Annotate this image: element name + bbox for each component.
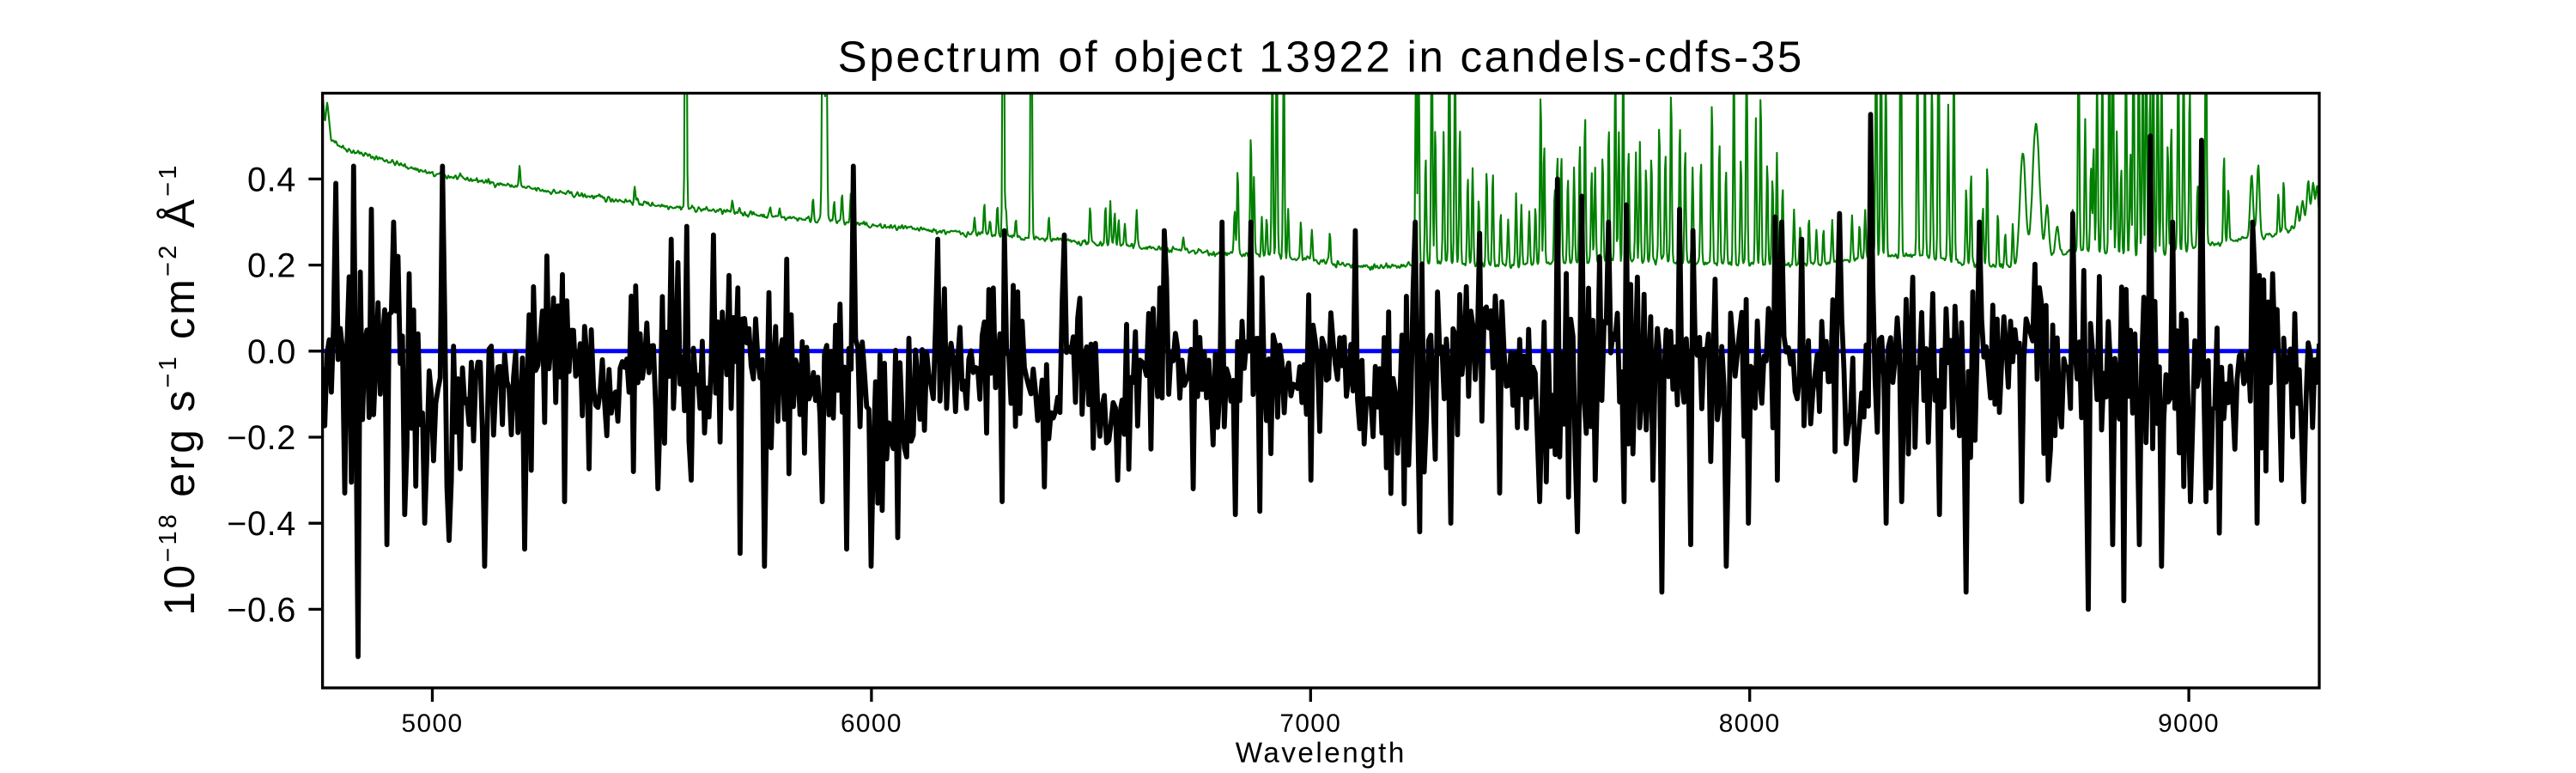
svg-text:0.0: 0.0 [247,333,296,371]
svg-text:−0.2: −0.2 [227,419,296,457]
svg-text:Spectrum of object 13922 in ca: Spectrum of object 13922 in candels-cdfs… [838,33,1804,82]
svg-text:9000: 9000 [2158,709,2220,738]
svg-text:−0.4: −0.4 [227,505,296,543]
svg-text:6000: 6000 [841,709,902,738]
svg-text:7000: 7000 [1279,709,1341,738]
svg-text:10−18 erg s−1 cm−2 Å−1: 10−18 erg s−1 cm−2 Å−1 [155,162,204,615]
svg-text:8000: 8000 [1719,709,1781,738]
svg-text:5000: 5000 [402,709,464,738]
svg-text:−0.6: −0.6 [227,591,296,629]
svg-text:Wavelength: Wavelength [1236,738,1406,770]
svg-text:0.4: 0.4 [247,161,296,198]
svg-text:0.2: 0.2 [247,247,296,285]
